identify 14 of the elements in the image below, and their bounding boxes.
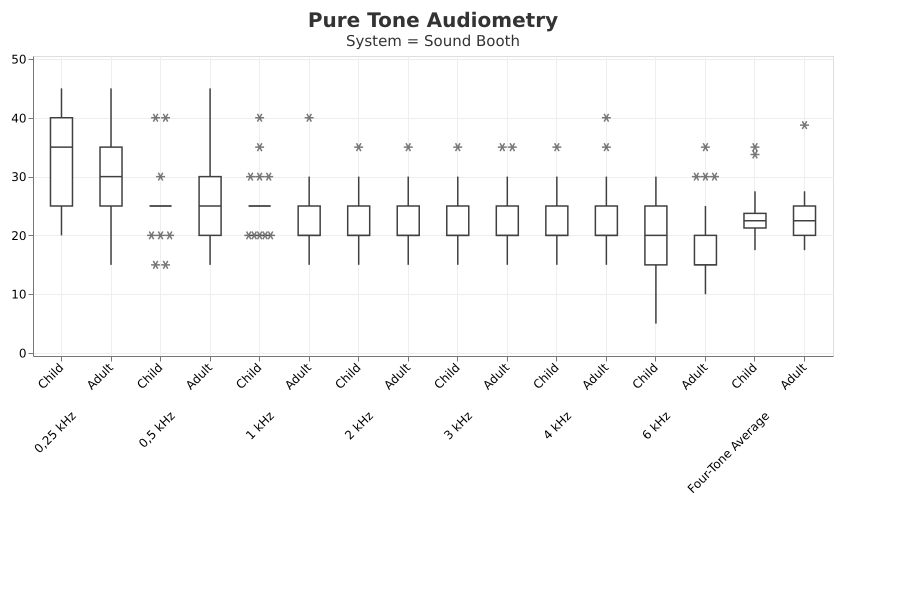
text: 0,5 kHz <box>136 408 178 451</box>
y-tick-label: 10 <box>11 288 26 302</box>
text: 4 kHz <box>540 408 574 443</box>
chart-title: Pure Tone Audiometry <box>308 8 558 32</box>
y-tick-label: 0 <box>18 346 26 361</box>
y-tick-label: 30 <box>11 170 26 184</box>
chart-subtitle: System = Sound Booth <box>346 32 520 50</box>
y-tick-label: 40 <box>11 111 26 126</box>
text: 6 kHz <box>639 408 674 443</box>
y-tick-label: 50 <box>11 52 26 66</box>
text: 2 kHz <box>342 408 376 443</box>
text: 3 kHz <box>441 408 475 443</box>
y-tick-label: 20 <box>11 228 26 243</box>
text: 1 kHz <box>243 408 277 443</box>
